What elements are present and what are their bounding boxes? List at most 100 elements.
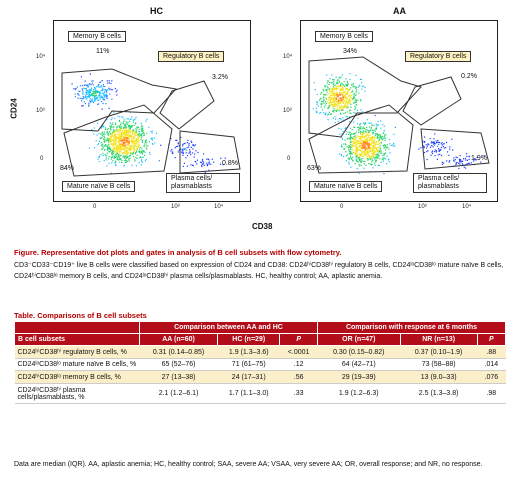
cell-dot bbox=[341, 137, 343, 139]
cell-dot bbox=[348, 153, 350, 155]
cell-dot bbox=[136, 126, 138, 128]
cell-dot bbox=[338, 85, 340, 87]
cell-dot bbox=[320, 93, 322, 95]
cell-dot bbox=[127, 130, 129, 133]
cell-dot bbox=[128, 138, 130, 140]
cell-dot bbox=[121, 145, 123, 147]
cell-dot bbox=[113, 152, 115, 154]
cell-dot bbox=[333, 83, 335, 86]
cell-dot bbox=[350, 137, 353, 139]
cell-dot bbox=[434, 155, 436, 157]
cell-aa: 27 (13–38) bbox=[139, 370, 218, 384]
cell-dot bbox=[106, 128, 108, 130]
cell-dot bbox=[108, 151, 110, 153]
cell-dot bbox=[332, 117, 334, 119]
cell-dot bbox=[374, 146, 376, 148]
cell-dot bbox=[350, 135, 352, 137]
cell-dot bbox=[343, 148, 345, 150]
cell-dot bbox=[142, 131, 144, 133]
cell-dot bbox=[178, 145, 180, 147]
cell-dot bbox=[88, 102, 90, 104]
cell-dot bbox=[367, 137, 369, 139]
cell-dot bbox=[94, 100, 96, 102]
cell-dot bbox=[352, 149, 355, 151]
cell-dot bbox=[355, 91, 358, 93]
cell-dot bbox=[86, 85, 88, 87]
cell-dot bbox=[358, 140, 360, 142]
cell-dot bbox=[358, 128, 361, 130]
cell-dot bbox=[346, 97, 348, 99]
cell-dot bbox=[112, 155, 114, 157]
cell-dot bbox=[87, 86, 90, 88]
cell-dot bbox=[107, 147, 109, 149]
cell-dot bbox=[127, 123, 129, 125]
cell-dot bbox=[82, 93, 84, 95]
cell-dot bbox=[384, 152, 387, 154]
cell-dot bbox=[119, 133, 121, 135]
cell-dot bbox=[424, 136, 426, 138]
cell-dot bbox=[116, 148, 118, 150]
cell-dot bbox=[344, 105, 346, 107]
cell-dot bbox=[377, 150, 379, 153]
cell-dot bbox=[89, 94, 91, 97]
cell-dot bbox=[126, 149, 128, 151]
cell-dot bbox=[123, 154, 125, 156]
cell-dot bbox=[126, 147, 128, 149]
cell-dot bbox=[362, 135, 364, 137]
cell-dot bbox=[347, 104, 349, 106]
cell-dot bbox=[201, 160, 204, 162]
cell-dot bbox=[360, 131, 362, 133]
cell-dot bbox=[104, 137, 106, 139]
cell-dot bbox=[130, 118, 132, 120]
cell-dot bbox=[142, 149, 144, 152]
cell-dot bbox=[353, 142, 356, 144]
cell-dot bbox=[361, 147, 363, 149]
cell-dot bbox=[137, 138, 139, 140]
cell-dot bbox=[123, 123, 125, 125]
cell-dot bbox=[177, 142, 179, 144]
cell-dot bbox=[375, 161, 377, 163]
cell-dot bbox=[370, 122, 372, 124]
cell-dot bbox=[106, 139, 108, 141]
cell-dot bbox=[84, 94, 86, 96]
cell-dot bbox=[111, 89, 114, 91]
cell-dot bbox=[123, 140, 125, 142]
cell-dot bbox=[158, 160, 160, 162]
cell-dot bbox=[441, 161, 443, 163]
cell-dot bbox=[369, 157, 371, 159]
cell-dot bbox=[341, 133, 343, 135]
cell-dot bbox=[352, 156, 354, 158]
cell-dot bbox=[323, 112, 325, 114]
cell-dot bbox=[377, 137, 379, 139]
cell-dot bbox=[370, 150, 372, 152]
cell-dot bbox=[360, 161, 362, 163]
cell-dot bbox=[337, 95, 339, 97]
cell-dot bbox=[316, 93, 318, 96]
cell-dot bbox=[348, 98, 350, 101]
cell-dot bbox=[329, 99, 332, 101]
cell-dot bbox=[348, 150, 350, 152]
cell-dot bbox=[141, 153, 144, 155]
cell-dot bbox=[144, 134, 146, 136]
cell-dot bbox=[82, 90, 84, 92]
cell-dot bbox=[108, 156, 110, 158]
cell-dot bbox=[139, 148, 141, 150]
cell-dot bbox=[327, 99, 329, 101]
cell-dot bbox=[349, 94, 351, 96]
cell-dot bbox=[141, 141, 143, 143]
cell-dot bbox=[175, 146, 177, 148]
cell-dot bbox=[94, 87, 96, 89]
cell-dot bbox=[108, 131, 111, 133]
cell-dot bbox=[435, 140, 437, 142]
cell-dot bbox=[120, 133, 122, 136]
cell-dot bbox=[325, 113, 327, 115]
cell-dot bbox=[96, 91, 98, 93]
cell-dot bbox=[96, 96, 99, 98]
cell-dot bbox=[341, 82, 343, 84]
cell-dot bbox=[140, 129, 143, 131]
cell-dot bbox=[382, 132, 384, 134]
cell-dot bbox=[110, 158, 113, 160]
cell-dot bbox=[86, 92, 88, 94]
cell-dot bbox=[98, 156, 100, 159]
cell-dot bbox=[354, 135, 356, 137]
